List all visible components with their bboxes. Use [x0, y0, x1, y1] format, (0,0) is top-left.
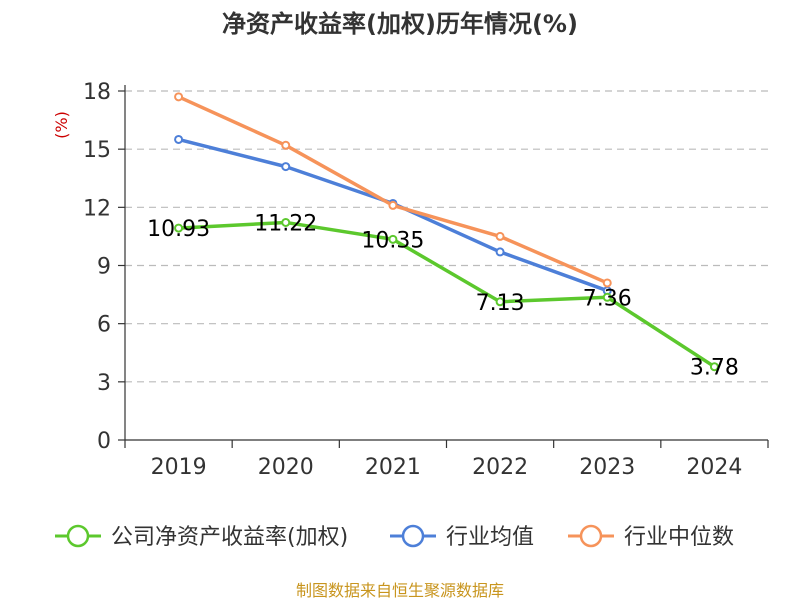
- y-tick-label: 12: [83, 196, 111, 221]
- data-label: 10.93: [147, 217, 210, 242]
- y-tick-label: 15: [83, 138, 111, 163]
- data-point: [174, 92, 184, 102]
- y-tick-label: 3: [97, 371, 111, 396]
- data-source-note: 制图数据来自恒生聚源数据库: [296, 581, 504, 600]
- x-tick-label: 2019: [151, 455, 207, 480]
- data-point: [281, 217, 291, 227]
- series-line-0: [178, 220, 716, 369]
- data-label: 7.36: [583, 286, 632, 311]
- data-point: [495, 297, 505, 307]
- y-tick-label: 9: [97, 255, 111, 280]
- legend-label: 行业均值: [446, 525, 534, 550]
- legend-swatch-marker: [579, 524, 603, 548]
- x-tick-label: 2022: [472, 455, 528, 480]
- series-line-2: [177, 95, 608, 285]
- data-point: [388, 234, 398, 244]
- data-point: [281, 140, 291, 150]
- legend-label: 公司净资产收益率(加权): [111, 525, 348, 550]
- data-point: [495, 247, 505, 257]
- data-point: [388, 200, 398, 210]
- y-axis-unit: (%): [52, 111, 71, 139]
- x-tick-label: 2021: [365, 455, 421, 480]
- data-point: [495, 231, 505, 241]
- data-label: 11.22: [254, 211, 317, 236]
- y-tick-label: 18: [83, 80, 111, 105]
- series-line-1: [178, 137, 608, 293]
- legend-swatch-marker: [66, 524, 90, 548]
- legend-item-2[interactable]: 行业中位数: [568, 524, 734, 550]
- legend-item-1[interactable]: 行业均值: [390, 524, 534, 550]
- data-point: [174, 223, 184, 233]
- data-label: 7.13: [476, 291, 525, 316]
- y-tick-label: 6: [97, 313, 111, 338]
- data-label: 3.78: [690, 356, 739, 381]
- x-tick-label: 2020: [258, 455, 314, 480]
- data-point: [602, 292, 612, 302]
- legend-item-0[interactable]: 公司净资产收益率(加权): [55, 524, 348, 550]
- legend-swatch-marker: [401, 524, 425, 548]
- data-label: 10.35: [361, 228, 424, 253]
- y-tick-label: 0: [97, 429, 111, 454]
- x-tick-label: 2023: [579, 455, 635, 480]
- legend-label: 行业中位数: [624, 525, 734, 550]
- data-point: [281, 162, 291, 172]
- chart-title: 净资产收益率(加权)历年情况(%): [222, 10, 578, 38]
- data-point: [709, 362, 719, 372]
- x-tick-label: 2024: [686, 455, 742, 480]
- data-point: [174, 134, 184, 144]
- data-point: [602, 278, 612, 288]
